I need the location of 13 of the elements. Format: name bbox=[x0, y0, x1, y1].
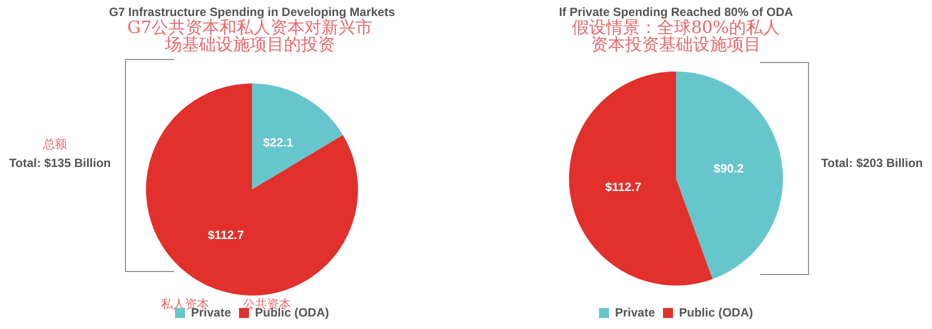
legend-label: Public (ODA) bbox=[679, 305, 754, 320]
data-label: $22.1 bbox=[263, 136, 294, 150]
text: Total: $135 Billion bbox=[8, 156, 112, 170]
chart-subtitle: G7公共资本和私人资本对新兴市场基础设施项目的投资 bbox=[126, 18, 374, 55]
data-label: $112.7 bbox=[605, 180, 642, 194]
text: Total: $203 Billion bbox=[820, 156, 924, 170]
chart-subtitle: 假设情景：全球80%的私人资本投资基础设施项目 bbox=[571, 18, 781, 55]
data-label: $112.7 bbox=[208, 228, 244, 242]
legend-label: Private bbox=[614, 305, 656, 320]
text: 总额 bbox=[42, 136, 68, 153]
chart-title: If Private Spending Reached 80% of ODA bbox=[558, 5, 794, 19]
chart-title: G7 Infrastructure Spending in Developing Markets bbox=[108, 5, 396, 19]
data-label: $90.2 bbox=[714, 162, 744, 176]
